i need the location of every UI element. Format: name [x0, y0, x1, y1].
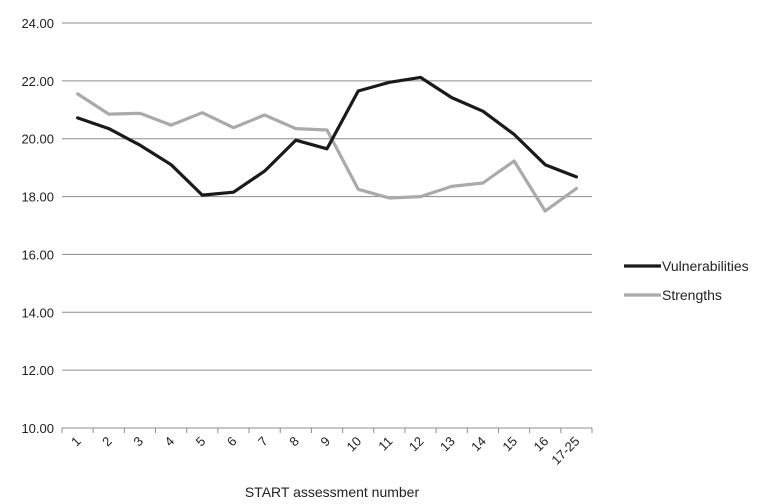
x-tick-label: 11 [375, 434, 395, 454]
series-lines [75, 75, 579, 213]
x-tick-label: 14 [468, 434, 489, 455]
legend-label: Vulnerabilities [662, 258, 749, 274]
series-line-vulnerabilities [75, 75, 579, 197]
x-tick-label: 10 [343, 434, 364, 455]
x-tick-label: 15 [499, 434, 520, 455]
x-tick-label: 1 [68, 434, 84, 450]
y-tick-label: 12.00 [21, 363, 54, 378]
y-tick-label: 14.00 [21, 305, 54, 320]
legend: Vulnerabilities Strengths [624, 258, 749, 303]
y-tick-label: 16.00 [21, 247, 54, 262]
x-tick-label: 17-25 [548, 434, 582, 468]
x-tick-label: 3 [130, 434, 146, 450]
x-tick-label: 9 [317, 434, 333, 450]
x-tick-label: 5 [193, 434, 209, 450]
x-tick-label: 6 [224, 434, 240, 450]
y-tick-label: 18.00 [21, 190, 54, 205]
series-line-strengths [75, 92, 579, 213]
x-axis-title: START assessment number [245, 484, 420, 500]
y-tick-label: 24.00 [21, 16, 54, 31]
x-tick-label: 2 [99, 434, 115, 450]
y-axis-tick-labels: 10.00 12.00 14.00 16.00 18.00 20.00 22.00 24.00 [21, 16, 54, 436]
x-tick-label: 8 [286, 434, 302, 450]
y-tick-label: 10.00 [21, 421, 54, 436]
x-tick-label: 13 [437, 434, 458, 455]
y-tick-label: 22.00 [21, 74, 54, 89]
x-tick-label: 7 [255, 434, 271, 450]
x-axis [61, 427, 593, 433]
x-tick-label: 12 [406, 434, 427, 455]
y-tick-label: 20.00 [21, 132, 54, 147]
x-tick-label: 16 [531, 434, 552, 455]
x-tick-label: 4 [162, 434, 178, 450]
legend-label: Strengths [662, 287, 722, 303]
gridlines [62, 22, 592, 429]
